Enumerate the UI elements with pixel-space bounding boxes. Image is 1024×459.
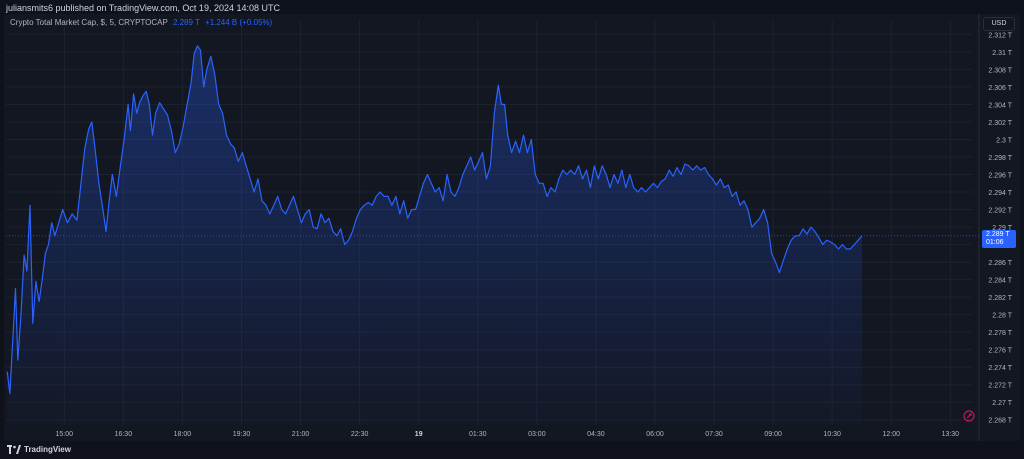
y-tick-label: 2.276 T bbox=[988, 348, 1012, 355]
x-tick-label: 19 bbox=[415, 431, 423, 438]
y-tick-label: 2.296 T bbox=[988, 173, 1012, 180]
x-tick-label: 18:00 bbox=[174, 431, 192, 438]
x-tick-label: 16:30 bbox=[115, 431, 133, 438]
y-tick-label: 2.29 T bbox=[992, 225, 1012, 232]
y-tick-label: 2.308 T bbox=[988, 67, 1012, 74]
currency-button[interactable]: USD bbox=[983, 17, 1015, 31]
y-tick-label: 2.298 T bbox=[988, 155, 1012, 162]
x-tick-label: 06:00 bbox=[646, 431, 664, 438]
x-tick-label: 03:00 bbox=[528, 431, 546, 438]
legend-symbol[interactable]: Crypto Total Market Cap, $, 5, CRYPTOCAP bbox=[10, 18, 168, 27]
top-bar: juliansmits6 published on TradingView.co… bbox=[0, 0, 1024, 14]
y-tick-label: 2.3 T bbox=[996, 137, 1013, 144]
y-tick-label: 2.302 T bbox=[988, 120, 1012, 127]
y-tick-label: 2.28 T bbox=[992, 313, 1012, 320]
x-tick-label: 01:30 bbox=[469, 431, 487, 438]
chart-legend: Crypto Total Market Cap, $, 5, CRYPTOCAP… bbox=[10, 18, 272, 27]
y-tick-label: 2.278 T bbox=[988, 330, 1012, 337]
auto-scale-icon[interactable] bbox=[963, 410, 975, 422]
x-tick-label: 19:30 bbox=[233, 431, 251, 438]
y-tick-label: 2.292 T bbox=[988, 208, 1012, 215]
x-tick-label: 21:00 bbox=[292, 431, 310, 438]
y-tick-label: 2.268 T bbox=[988, 418, 1012, 425]
y-tick-label: 2.284 T bbox=[988, 278, 1012, 285]
y-tick-label: 2.272 T bbox=[988, 383, 1012, 390]
y-tick-label: 2.282 T bbox=[988, 295, 1012, 302]
publisher-line: juliansmits6 published on TradingView.co… bbox=[6, 3, 280, 13]
x-tick-label: 22:30 bbox=[351, 431, 369, 438]
series-area bbox=[7, 45, 863, 426]
y-tick-label: 2.286 T bbox=[988, 260, 1012, 267]
legend-last-value: 2.289 T bbox=[172, 18, 200, 27]
last-price-tag: 2.289 T 01:06 bbox=[982, 229, 1016, 248]
y-tick-label: 2.31 T bbox=[992, 50, 1012, 57]
y-tick-label: 2.312 T bbox=[988, 32, 1012, 39]
bar-countdown: 01:06 bbox=[986, 238, 1004, 246]
y-tick-label: 2.27 T bbox=[992, 400, 1012, 407]
footer-bar bbox=[0, 441, 1024, 459]
y-tick-label: 2.304 T bbox=[988, 102, 1012, 109]
series-line bbox=[6, 45, 863, 395]
tradingview-logo-icon[interactable] bbox=[7, 445, 21, 454]
y-tick-label: 2.306 T bbox=[988, 85, 1012, 92]
y-tick-label: 2.294 T bbox=[988, 190, 1012, 197]
footer-brand: TradingView bbox=[24, 445, 71, 454]
y-tick-label: 2.274 T bbox=[988, 365, 1012, 372]
x-tick-label: 13:30 bbox=[942, 431, 960, 438]
x-tick-label: 09:00 bbox=[764, 431, 782, 438]
x-tick-label: 04:30 bbox=[587, 431, 605, 438]
last-price-value: 2.289 T bbox=[986, 230, 1010, 238]
x-tick-label: 15:00 bbox=[56, 431, 74, 438]
x-tick-label: 10:30 bbox=[823, 431, 841, 438]
x-tick-label: 07:30 bbox=[705, 431, 723, 438]
x-tick-label: 12:00 bbox=[883, 431, 901, 438]
legend-change: +1.244 B (+0.05%) bbox=[205, 18, 273, 27]
